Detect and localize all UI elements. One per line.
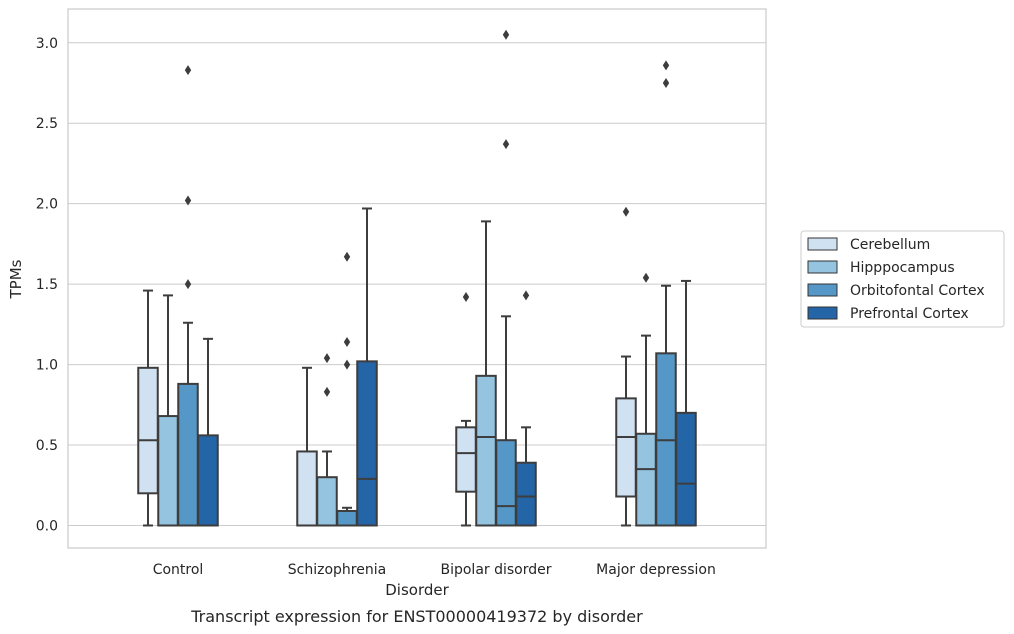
legend-swatch (807, 283, 838, 297)
x-tick-labels: Control Schizophrenia Bipolar disorder Majo… (153, 562, 716, 578)
y-tick-label: 3.0 (36, 36, 58, 52)
outlier-point (323, 353, 331, 364)
legend-swatch (807, 237, 838, 251)
box-prefrontal-cortex (515, 290, 537, 527)
box-cerebellum (455, 292, 477, 527)
outlier-point (662, 60, 670, 71)
outlier-point (343, 359, 351, 370)
outlier-point (462, 292, 470, 303)
box-body (635, 432, 657, 527)
x-tick-label: Major depression (596, 562, 716, 578)
box-orbitofontal-cortex (177, 65, 199, 527)
x-tick-label: Control (153, 562, 204, 578)
box-prefrontal-cortex (356, 207, 378, 527)
legend-swatch (807, 306, 838, 320)
outlier-point (522, 290, 530, 301)
legend-label: Hipppocampus (850, 260, 955, 276)
outlier-point (502, 29, 510, 40)
box-body (336, 509, 358, 527)
box-body (455, 426, 477, 493)
y-tick-labels: 0.0 0.5 1.0 1.5 2.0 2.5 3.0 (36, 36, 58, 535)
y-axis-title: TPMs (7, 259, 25, 299)
x-tick-label: Bipolar disorder (440, 562, 551, 578)
legend-label: Cerebellum (850, 237, 930, 253)
legend-label: Orbitofontal Cortex (850, 283, 985, 299)
outlier-point (184, 279, 192, 290)
box-plot-marks (137, 29, 697, 527)
y-tick-label: 2.0 (36, 197, 58, 213)
outlier-point (184, 65, 192, 76)
box-body (296, 450, 318, 527)
box-body (515, 461, 537, 527)
box-orbitofontal-cortex (495, 29, 517, 527)
outlier-point (642, 272, 650, 283)
box-body (197, 434, 219, 527)
outlier-point (343, 251, 351, 262)
outlier-point (323, 386, 331, 397)
box-cerebellum (137, 289, 159, 527)
y-tick-label: 0.0 (36, 518, 58, 534)
y-tick-label: 0.5 (36, 438, 58, 454)
box-body (475, 374, 497, 527)
y-tick-label: 2.5 (36, 116, 58, 132)
box-prefrontal-cortex (197, 337, 219, 527)
y-tick-label: 1.5 (36, 277, 58, 293)
box-body (137, 366, 159, 495)
box-body (356, 360, 378, 527)
box-body (615, 397, 637, 498)
outlier-point (622, 206, 630, 217)
box-hipppocampus (635, 272, 657, 527)
x-tick-label: Schizophrenia (288, 562, 386, 578)
box-prefrontal-cortex (675, 279, 697, 527)
legend-swatch (807, 260, 838, 274)
box-body (157, 415, 179, 527)
chart-caption: Transcript expression for ENST0000041937… (190, 607, 643, 626)
legend-frame (800, 230, 1005, 328)
box-body (316, 476, 338, 527)
outlier-point (184, 195, 192, 206)
plot-frame (67, 8, 767, 549)
legend-label: Prefrontal Cortex (850, 306, 969, 322)
box-hipppocampus (316, 353, 338, 527)
y-tick-label: 1.0 (36, 358, 58, 374)
outlier-point (662, 78, 670, 89)
legend: Cerebellum Hipppocampus Orbitofontal Corte… (800, 230, 1005, 328)
box-body (675, 411, 697, 527)
box-body (177, 382, 199, 527)
outlier-point (502, 139, 510, 150)
outlier-point (343, 337, 351, 348)
x-axis-title: Disorder (385, 581, 449, 599)
box-body (495, 439, 517, 527)
